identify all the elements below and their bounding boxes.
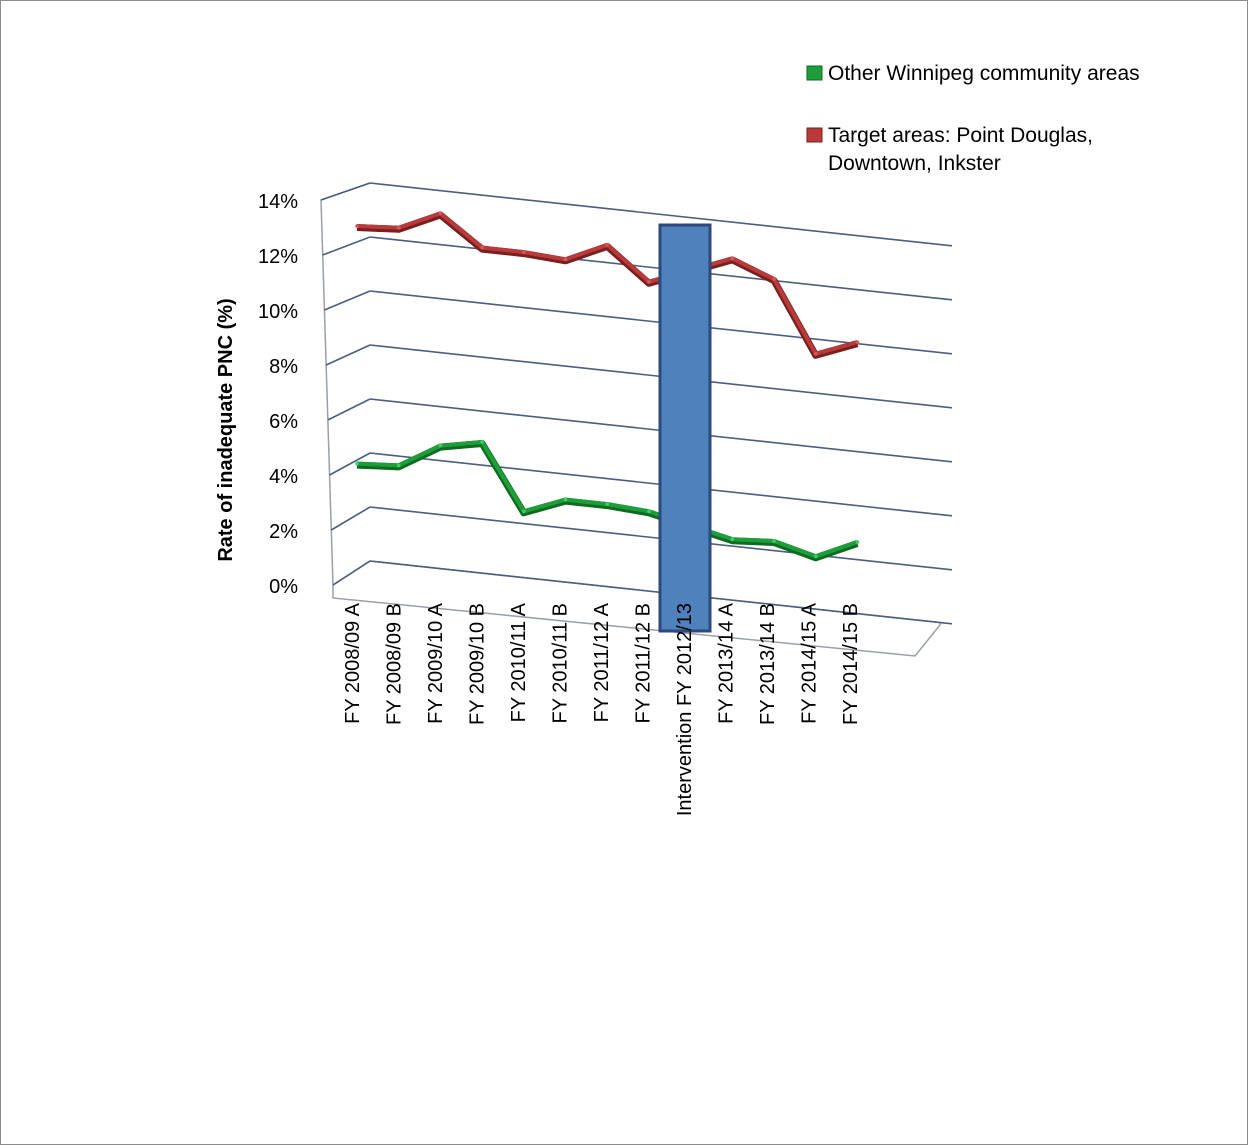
- x-tick-label: FY 2011/12 B: [633, 603, 655, 723]
- gridline-side: [332, 560, 371, 586]
- x-tick-label: FY 2008/09 A: [342, 602, 364, 724]
- data-point: [813, 352, 818, 356]
- data-point: [647, 280, 651, 284]
- data-point: [730, 537, 735, 542]
- gridline-side: [325, 344, 371, 366]
- data-point: [647, 509, 651, 514]
- y-tick-label: 4%: [269, 466, 298, 488]
- y-tick-label: 12%: [258, 246, 298, 268]
- data-point: [396, 225, 401, 230]
- data-point: [438, 443, 443, 448]
- legend-label-target-areas-line1: Target areas: Point Douglas,: [828, 124, 1093, 147]
- gridline-back: [369, 182, 953, 247]
- gridline-side: [320, 182, 371, 201]
- data-point: [563, 257, 568, 262]
- x-tick-label: FY 2008/09 B: [384, 603, 406, 725]
- y-tick-label: 6%: [269, 411, 298, 433]
- data-point: [813, 554, 818, 559]
- x-tick-label: FY 2013/14 B: [757, 603, 779, 725]
- x-tick-label: FY 2011/12 A: [591, 602, 613, 722]
- x-tick-label: FY 2009/10 A: [425, 602, 447, 724]
- y-axis-title: Rate of inadequate PNC (%): [215, 298, 237, 561]
- legend-label-other-areas: Other Winnipeg community areas: [828, 62, 1140, 85]
- side-wall: [320, 182, 371, 587]
- x-tick-label: FY 2013/14 A: [716, 602, 738, 724]
- legend-swatch-target-areas: [806, 127, 823, 143]
- data-point: [438, 211, 443, 216]
- data-point: [605, 502, 609, 506]
- x-tick-label: Intervention FY 2012/13: [674, 603, 696, 816]
- data-point: [480, 440, 484, 444]
- data-point: [772, 277, 776, 281]
- data-point: [605, 243, 609, 247]
- intervention-bar: [658, 223, 712, 633]
- data-point: [480, 245, 484, 250]
- y-tick-label: 10%: [258, 301, 298, 323]
- data-point: [522, 509, 526, 514]
- x-tick-label: FY 2014/15 B: [840, 603, 862, 725]
- series-line-shadow: [356, 440, 859, 562]
- gridline-side: [329, 452, 371, 476]
- gridline-side: [322, 236, 371, 256]
- legend: Other Winnipeg community areas Target ar…: [806, 62, 1140, 175]
- data-point: [355, 461, 359, 466]
- legend-label-target-areas: Target areas: Point Douglas, Downtown, I…: [828, 124, 1099, 175]
- data-point: [522, 250, 526, 254]
- y-tick-label: 2%: [269, 521, 298, 543]
- gridline-side: [324, 290, 371, 311]
- intervention-layer: [658, 223, 712, 633]
- series-line-shadow: [356, 211, 859, 359]
- data-point: [396, 463, 401, 468]
- gridline-side: [330, 506, 371, 531]
- series-line: [356, 211, 858, 356]
- gridlines: [320, 182, 953, 625]
- data-point: [563, 497, 568, 502]
- data-point: [855, 540, 860, 544]
- data-point: [355, 224, 359, 228]
- y-tick-label: 14%: [258, 191, 298, 213]
- x-axis: FY 2008/09 A FY 2008/09 B FY 2009/10 A FY 2…: [342, 602, 862, 816]
- data-point: [730, 256, 735, 261]
- gridline-side: [327, 398, 371, 421]
- data-point: [772, 539, 776, 543]
- x-tick-label: FY 2010/11 A: [508, 602, 530, 722]
- x-tick-label: FY 2009/10 B: [467, 603, 489, 725]
- y-tick-label: 8%: [269, 356, 298, 378]
- legend-label-target-areas-line2: Downtown, Inkster: [828, 152, 1001, 175]
- x-tick-label: FY 2010/11 B: [550, 603, 572, 723]
- y-tick-label: 0%: [269, 576, 298, 598]
- series-layer: [355, 211, 860, 562]
- legend-swatch-other-areas: [806, 65, 823, 81]
- chart-walls: [320, 182, 941, 657]
- y-axis: 0% 2% 4% 6% 8% 10% 12% 14%: [258, 191, 298, 598]
- x-tick-label: FY 2014/15 A: [799, 602, 821, 724]
- data-point: [855, 340, 860, 344]
